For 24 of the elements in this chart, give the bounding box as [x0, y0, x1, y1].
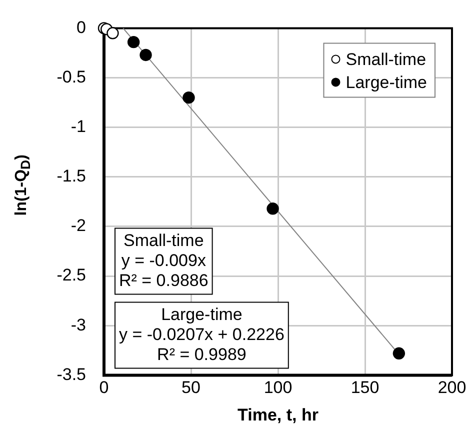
y-tick-label: -0.5 — [56, 67, 86, 86]
y-tick-label: -3 — [70, 315, 86, 334]
y-tick-label: -1.5 — [56, 166, 86, 186]
point — [266, 202, 279, 215]
point — [106, 27, 119, 40]
point — [140, 48, 152, 62]
x-tick-label: 200 — [438, 378, 466, 398]
point — [127, 36, 140, 48]
legend-label: Large-time — [346, 72, 428, 92]
y-tick-label: -1 — [70, 117, 86, 136]
point — [392, 347, 406, 360]
x-tick-label: 100 — [264, 378, 292, 398]
y-tick-label: -3.5 — [56, 364, 86, 384]
annotation: Small-time y = -0.009x R² = 0.9886 — [119, 230, 208, 290]
y-tick-label: -2.5 — [56, 266, 86, 285]
x-tick-label: 0 — [99, 378, 109, 398]
x-axis-title: Time, t, hr — [238, 405, 319, 424]
point — [182, 92, 195, 104]
x-tick-label: 150 — [350, 378, 380, 398]
annotation: Large-time y = -0.0207x + 0.2226 R² = 0.9989 — [119, 304, 284, 364]
x-tick-label: 50 — [182, 378, 200, 398]
y-tick-label: -2 — [70, 216, 86, 236]
y-tick-label: 0 — [76, 18, 86, 37]
legend-label: Small-time — [346, 50, 426, 69]
